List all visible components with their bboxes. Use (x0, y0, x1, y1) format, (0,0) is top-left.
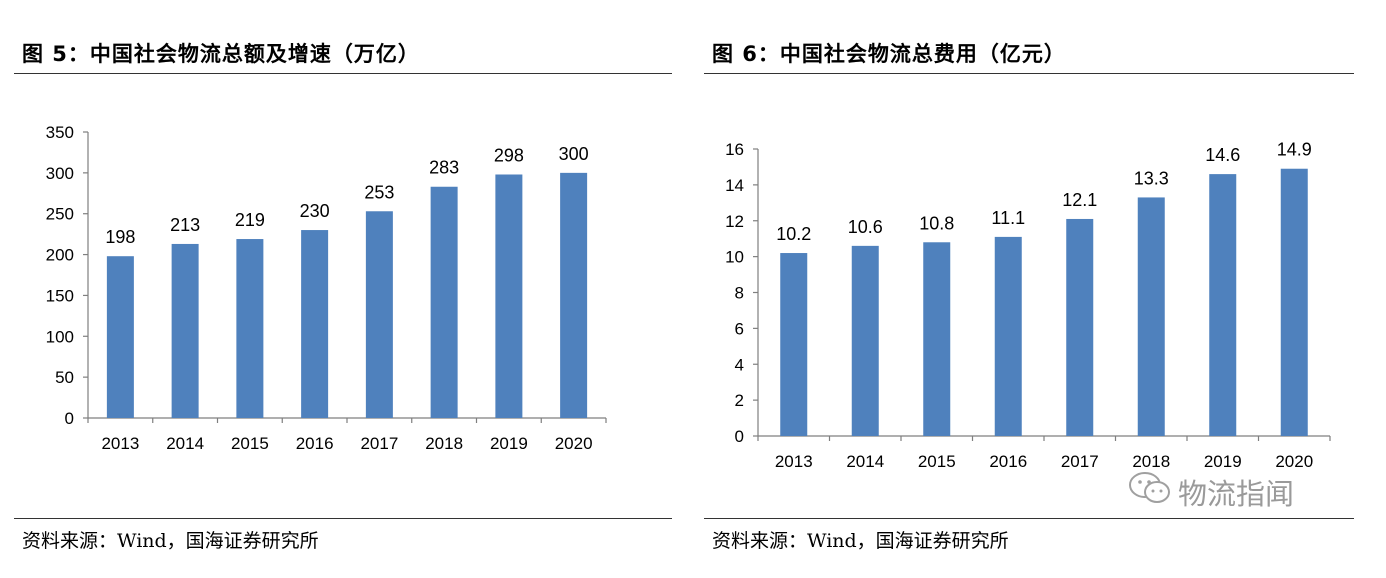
x-tick-label: 2020 (555, 434, 593, 453)
x-tick-label: 2014 (846, 452, 884, 471)
bar (365, 211, 393, 418)
y-tick-label: 50 (55, 368, 74, 387)
x-tick-label: 2017 (1061, 452, 1099, 471)
y-tick-label: 6 (735, 319, 744, 338)
y-tick-label: 200 (46, 246, 74, 265)
y-tick-label: 150 (46, 286, 74, 305)
title-rule-right (704, 73, 1354, 74)
x-tick-label: 2019 (490, 434, 528, 453)
x-tick-label: 2019 (1204, 452, 1242, 471)
data-label: 298 (494, 145, 524, 165)
bar (851, 245, 879, 436)
data-label: 10.2 (776, 224, 811, 244)
bar (430, 186, 458, 418)
bar (106, 256, 134, 418)
bar (780, 253, 808, 436)
source-rule-left (14, 518, 672, 519)
data-label: 10.6 (848, 217, 883, 237)
source-rule-right (704, 518, 1354, 519)
x-tick-label: 2020 (1275, 452, 1313, 471)
data-label: 10.8 (919, 213, 954, 233)
data-label: 213 (170, 215, 200, 235)
y-tick-label: 100 (46, 327, 74, 346)
data-label: 198 (105, 227, 135, 247)
bar (994, 236, 1022, 436)
y-tick-label: 0 (65, 409, 74, 428)
data-label: 13.3 (1134, 168, 1169, 188)
y-tick-label: 0 (735, 427, 744, 446)
source-note-left: 资料来源：Wind，国海证券研究所 (22, 530, 319, 552)
y-tick-label: 2 (735, 391, 744, 410)
x-tick-label: 2013 (101, 434, 139, 453)
y-tick-label: 8 (735, 284, 744, 303)
y-tick-label: 300 (46, 164, 74, 183)
bar-chart-left: 0 50 100 150 200 250 300 350 198 2013 213 2014 219 20… (46, 123, 607, 453)
data-label: 300 (559, 144, 589, 164)
x-tick-label: 2013 (775, 452, 813, 471)
source-note-right: 资料来源：Wind，国海证券研究所 (712, 530, 1009, 552)
bar (1137, 197, 1165, 436)
y-tick-label: 14 (725, 176, 744, 195)
y-tick-label: 12 (725, 212, 744, 231)
chart-title-left: 图 5：中国社会物流总额及增速（万亿） (22, 42, 420, 66)
y-tick-label: 4 (735, 355, 744, 374)
bar (1209, 174, 1237, 437)
bar-chart-right: 0 2 4 6 8 10 12 14 16 10.2 2013 10.6 2014 10.8 2015 11.… (725, 140, 1331, 471)
y-tick-label: 10 (725, 248, 744, 267)
chart-title-right: 图 6：中国社会物流总费用（亿元） (712, 42, 1066, 66)
bar (495, 174, 523, 418)
data-label: 283 (429, 158, 459, 178)
bar (1066, 218, 1094, 436)
data-label: 253 (364, 182, 394, 202)
y-tick-label: 16 (725, 140, 744, 159)
bar (301, 230, 329, 418)
bar (560, 172, 588, 418)
x-tick-label: 2016 (989, 452, 1027, 471)
x-tick-label: 2015 (231, 434, 269, 453)
wechat-icon (1128, 470, 1172, 513)
x-tick-label: 2015 (918, 452, 956, 471)
data-label: 12.1 (1062, 190, 1097, 210)
bar (236, 239, 264, 418)
y-tick-label: 250 (46, 205, 74, 224)
watermark: 物流指闻 (1128, 470, 1294, 513)
watermark-text: 物流指闻 (1178, 476, 1295, 511)
x-tick-label: 2014 (166, 434, 204, 453)
bar (1280, 168, 1308, 436)
x-tick-label: 2016 (296, 434, 334, 453)
x-tick-label: 2018 (1132, 452, 1170, 471)
y-tick-label: 350 (46, 123, 74, 142)
data-label: 230 (300, 201, 330, 221)
data-label: 14.6 (1205, 145, 1240, 165)
data-label: 14.9 (1277, 140, 1312, 160)
data-label: 11.1 (991, 208, 1025, 228)
x-tick-label: 2017 (360, 434, 398, 453)
title-rule-left (14, 73, 672, 74)
data-label: 219 (235, 210, 265, 230)
x-tick-label: 2018 (425, 434, 463, 453)
bar (923, 242, 951, 436)
bar (171, 243, 199, 418)
